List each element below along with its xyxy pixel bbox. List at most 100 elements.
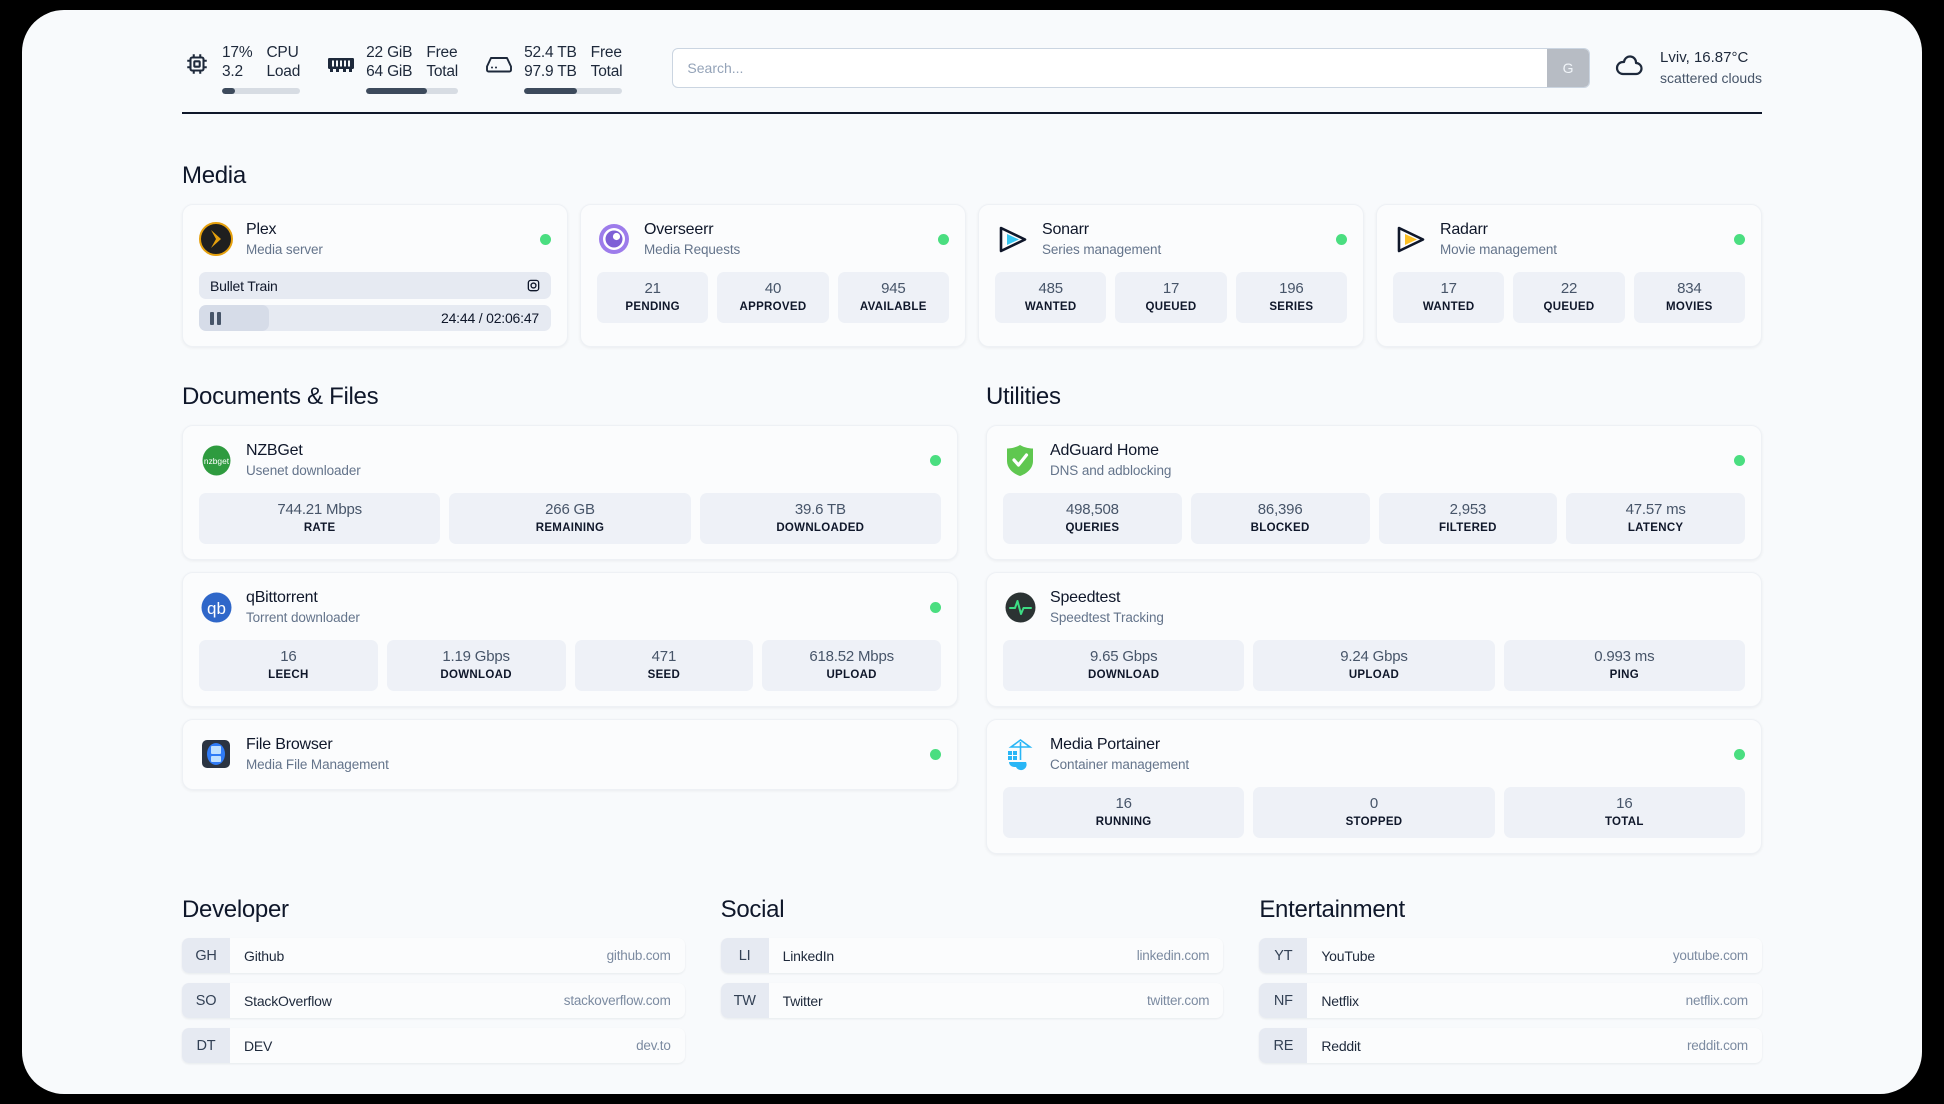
bookmark-name: DEV — [244, 1037, 273, 1054]
service-card-adguard-home[interactable]: AdGuard Home DNS and adblocking 498,508 … — [986, 425, 1762, 560]
now-playing-title: Bullet Train — [210, 277, 278, 294]
service-subtitle: Media Requests — [644, 242, 741, 257]
bookmark-item[interactable]: YT YouTube youtube.com — [1259, 938, 1762, 973]
nzbget-icon: nzbget — [199, 443, 233, 477]
section-title-utilities: Utilities — [986, 383, 1061, 410]
speedtest-icon — [1003, 590, 1037, 624]
service-name: Radarr — [1440, 221, 1488, 238]
search-input[interactable] — [673, 49, 1548, 87]
service-subtitle: Movie management — [1440, 242, 1557, 257]
search-bar[interactable]: G — [672, 48, 1591, 88]
stat-label: LATENCY — [1627, 522, 1684, 534]
stat-label: QUEUED — [1145, 301, 1197, 313]
stat-label: FILTERED — [1438, 522, 1497, 534]
memory-usage-bar — [366, 87, 459, 94]
cpu-usage-bar — [222, 87, 301, 94]
stat-value: 17 — [1440, 280, 1457, 297]
stat-value: 1.19 Gbps — [442, 648, 510, 665]
disk-total-value: 97.9 TB — [524, 62, 577, 80]
bookmark-abbr: TW — [720, 983, 769, 1018]
system-stat-memory: 22 GiB 64 GiB Free Total — [326, 43, 484, 94]
bookmark-group-title: Social — [720, 896, 785, 923]
status-indicator-online — [1336, 233, 1347, 245]
stat-value: 17 — [1162, 280, 1180, 297]
bookmark-name: Github — [244, 947, 285, 964]
service-card-radarr[interactable]: Radarr Movie management 17 WANTED 22 QUE… — [1376, 204, 1762, 347]
bookmark-abbr: GH — [182, 938, 230, 973]
stat-value: 16 — [280, 648, 297, 665]
stat-label: APPROVED — [739, 301, 807, 313]
service-card-media-portainer[interactable]: Media Portainer Container management 16 … — [986, 719, 1762, 854]
bookmark-item[interactable]: SO StackOverflow stackoverflow.com — [182, 983, 685, 1018]
stat-value: 16 — [1616, 795, 1633, 812]
bookmark-group-developer: Developer GH Github github.com SO StackO… — [182, 896, 685, 1063]
service-name: Media Portainer — [1050, 736, 1160, 753]
svg-text:nzbget: nzbget — [203, 456, 229, 466]
service-subtitle: Series management — [1042, 242, 1162, 257]
service-subtitle: Container management — [1050, 757, 1190, 772]
cpu-chip-icon — [182, 49, 212, 79]
stat-label: WANTED — [1024, 301, 1077, 313]
stat-box: 0 STOPPED — [1253, 787, 1495, 838]
stat-value: 22 — [1560, 280, 1578, 297]
bookmark-item[interactable]: GH Github github.com — [182, 938, 685, 973]
status-indicator-online — [1734, 748, 1745, 760]
stat-box: 744.21 Mbps RATE — [199, 493, 441, 544]
stat-label: SERIES — [1269, 301, 1314, 313]
bookmark-item[interactable]: LI LinkedIn linkedin.com — [720, 938, 1224, 973]
stat-label: RATE — [303, 522, 336, 534]
section-title-documents: Documents & Files — [182, 383, 379, 410]
now-playing-progress[interactable]: 24:44 / 02:06:47 — [199, 305, 551, 331]
service-stats: 9.65 Gbps DOWNLOAD 9.24 Gbps UPLOAD 0.99… — [1003, 640, 1745, 691]
stat-label: STOPPED — [1345, 816, 1403, 828]
stat-value: 266 GB — [545, 501, 595, 518]
bookmark-abbr: RE — [1259, 1028, 1308, 1063]
bookmark-item[interactable]: TW Twitter twitter.com — [720, 983, 1224, 1018]
stat-box: 40 APPROVED — [717, 272, 829, 323]
stat-box: 485 WANTED — [995, 272, 1107, 323]
stat-box: 945 AVAILABLE — [837, 272, 949, 323]
bookmark-host: dev.to — [636, 1038, 671, 1053]
weather-widget: Lviv, 16.87°C scattered clouds — [1608, 48, 1762, 88]
cpu-label-2: Load — [266, 62, 301, 80]
search-submit-button[interactable]: G — [1547, 49, 1590, 87]
overseerr-icon — [597, 222, 631, 256]
bookmark-host: stackoverflow.com — [563, 993, 671, 1008]
service-card-file-browser[interactable]: File Browser Media File Management — [182, 719, 958, 790]
portainer-icon — [1003, 737, 1037, 771]
service-card-nzbget[interactable]: nzbget NZBGet Usenet downloader 74 — [182, 425, 958, 560]
service-card-speedtest[interactable]: Speedtest Speedtest Tracking 9.65 Gbps D… — [986, 572, 1762, 707]
service-subtitle: Torrent downloader — [246, 610, 360, 625]
service-card-qbittorrent[interactable]: qb qBittorrent Torrent downloader — [182, 572, 958, 707]
status-indicator-online — [938, 233, 949, 245]
pause-icon[interactable] — [210, 311, 221, 325]
bookmark-item[interactable]: RE Reddit reddit.com — [1259, 1028, 1762, 1063]
svg-text:qb: qb — [207, 599, 226, 618]
stat-label: SEED — [647, 669, 681, 681]
bookmark-abbr: DT — [182, 1028, 230, 1063]
bookmark-item[interactable]: NF Netflix netflix.com — [1259, 983, 1762, 1018]
header-divider — [182, 112, 1762, 114]
stat-label: QUERIES — [1065, 522, 1120, 534]
stat-box: 498,508 QUERIES — [1003, 493, 1182, 544]
stat-label: WANTED — [1422, 301, 1475, 313]
stat-label: LEECH — [268, 669, 309, 681]
service-card-overseerr[interactable]: Overseerr Media Requests 21 PENDING 40 A… — [580, 204, 966, 347]
bookmark-group-entertainment: Entertainment YT YouTube youtube.com NF … — [1259, 896, 1762, 1063]
stat-box: 9.24 Gbps UPLOAD — [1253, 640, 1495, 691]
service-card-sonarr[interactable]: Sonarr Series management 485 WANTED 17 Q… — [978, 204, 1364, 347]
bookmark-abbr: SO — [182, 983, 230, 1018]
bookmark-item[interactable]: DT DEV dev.to — [182, 1028, 685, 1063]
bookmark-host: twitter.com — [1147, 993, 1210, 1008]
stat-value: 21 — [644, 280, 661, 297]
bookmark-host: linkedin.com — [1136, 948, 1210, 963]
service-stats: 17 WANTED 22 QUEUED 834 MOVIES — [1393, 272, 1745, 323]
service-card-plex[interactable]: Plex Media server Bullet Train — [182, 204, 568, 347]
stat-box: 266 GB REMAINING — [449, 493, 691, 544]
status-indicator-online — [930, 748, 941, 760]
service-name: Sonarr — [1042, 221, 1089, 238]
service-subtitle: Media server — [246, 242, 323, 257]
stat-box: 16 LEECH — [199, 640, 378, 691]
gear-icon[interactable] — [526, 278, 541, 293]
stat-label: PING — [1609, 669, 1639, 681]
